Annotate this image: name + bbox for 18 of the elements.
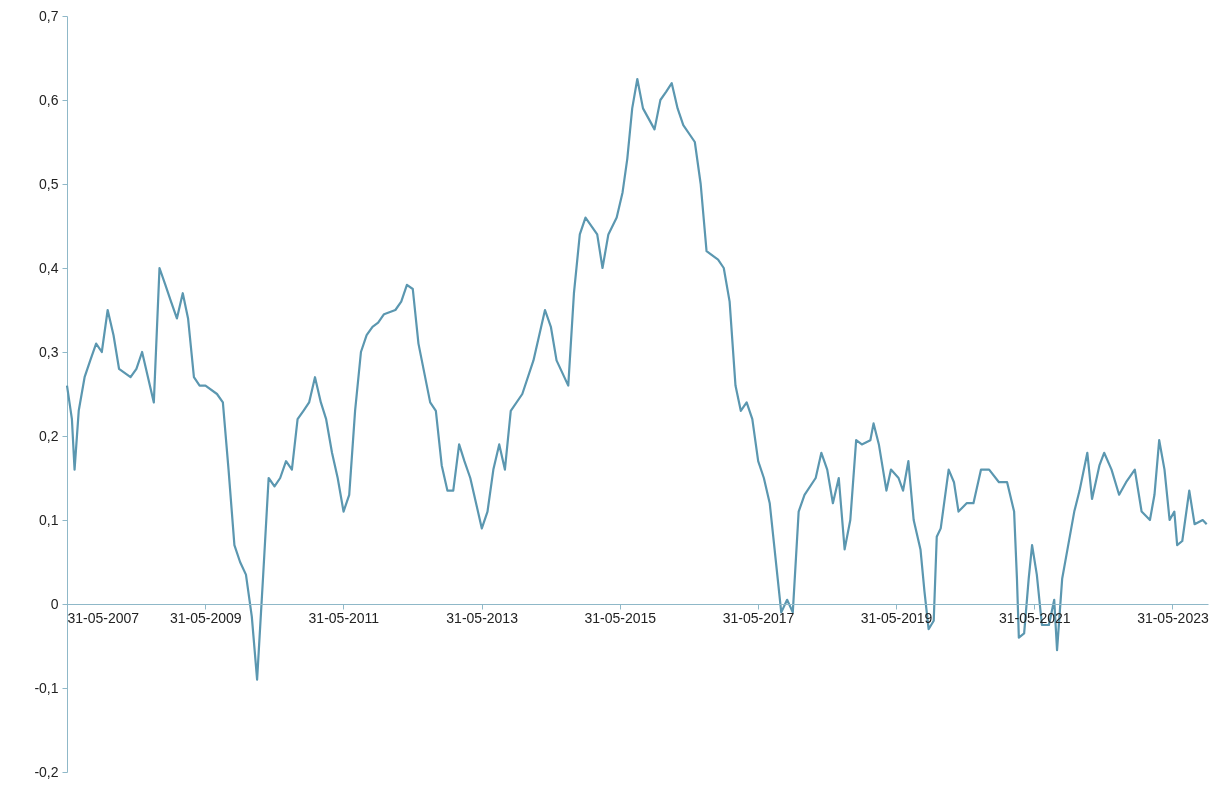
x-tick-label: 31-05-2023 (1137, 609, 1209, 626)
y-tick-label: -0,2 (34, 763, 59, 780)
x-tick-label: 31-05-2009 (169, 609, 242, 626)
y-tick-label: 0,7 (39, 7, 59, 24)
y-tick-label: 0 (50, 595, 59, 612)
y-tick-label: -0,1 (34, 679, 59, 696)
y-tick-label: 0,4 (39, 259, 59, 276)
y-tick-label: 0,6 (39, 91, 59, 108)
y-tick-label: 0,3 (39, 343, 59, 360)
y-tick-label: 0,1 (39, 511, 59, 528)
x-tick-label: 31-05-2015 (584, 609, 657, 626)
x-tick-label: 31-05-2017 (722, 609, 795, 626)
y-tick-label: 0,5 (39, 175, 59, 192)
y-tick-label: 0,2 (39, 427, 59, 444)
line-series (65, 77, 1208, 681)
x-tick-label: 31-05-2007 (67, 609, 140, 626)
x-tick-label: 31-05-2013 (446, 609, 519, 626)
x-tick-label: 31-05-2011 (308, 609, 380, 626)
